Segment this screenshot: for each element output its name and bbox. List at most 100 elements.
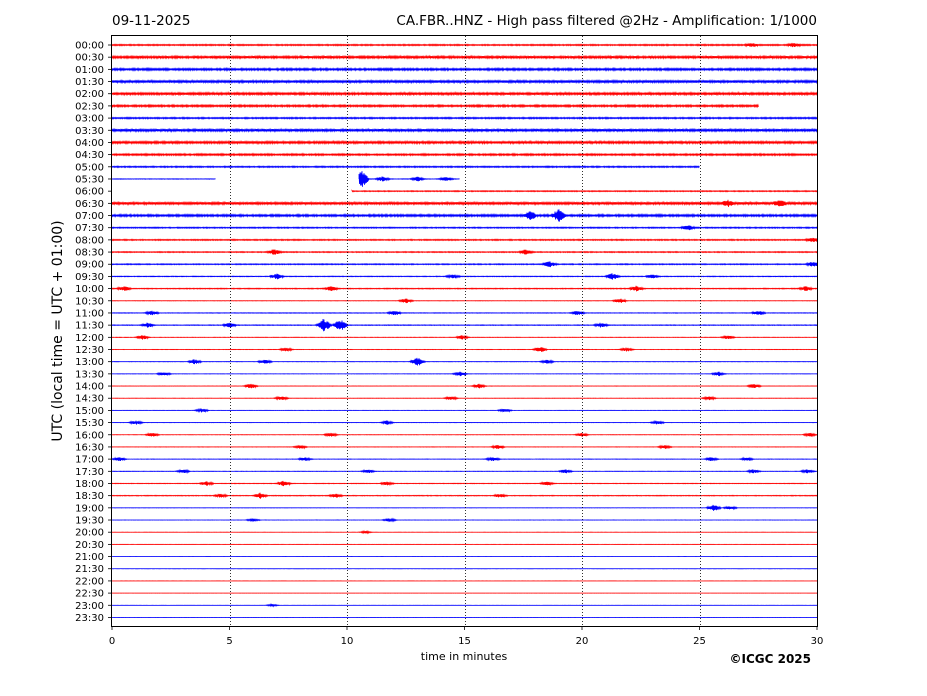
x-axis-label: time in minutes	[421, 650, 508, 663]
row-label: 12:00	[75, 333, 104, 344]
trace-row-0830	[111, 249, 818, 255]
trace-row-0500	[111, 165, 700, 169]
trace-row-2000	[111, 529, 818, 535]
row-label: 03:00	[75, 114, 104, 125]
trace-row-1800	[111, 480, 818, 487]
trace-row-0100	[111, 66, 818, 72]
row-label: 15:30	[75, 418, 104, 429]
plot-frame	[111, 35, 818, 627]
trace-row-1900	[111, 504, 818, 511]
row-label: 04:00	[75, 138, 104, 149]
row-label: 20:30	[75, 540, 104, 551]
row-label: 19:30	[75, 516, 104, 527]
row-label: 14:00	[75, 382, 104, 393]
trace-row-1600	[111, 432, 818, 438]
row-label: 18:30	[75, 491, 104, 502]
trace-row-0300	[111, 116, 818, 120]
trace-row-1230	[111, 347, 818, 352]
row-label: 11:30	[75, 321, 104, 332]
trace-row-0000	[111, 42, 818, 48]
trace-row-0800	[111, 237, 818, 243]
trace-row-1200	[111, 334, 818, 340]
row-label: 04:30	[75, 150, 104, 161]
row-label: 02:30	[75, 101, 104, 112]
trace-row-1300	[111, 357, 818, 366]
row-label: 10:00	[75, 284, 104, 295]
row-label: 17:00	[75, 455, 104, 466]
trace-row-1830	[111, 492, 818, 499]
trace-row-1000	[111, 285, 818, 292]
row-label: 13:30	[75, 369, 104, 380]
row-label: 06:30	[75, 199, 104, 210]
row-label: 00:00	[75, 41, 104, 52]
x-tick-label: 25	[693, 636, 706, 647]
row-label: 20:00	[75, 528, 104, 539]
row-label: 07:00	[75, 211, 104, 222]
row-label: 15:00	[75, 406, 104, 417]
row-label: 16:00	[75, 430, 104, 441]
trace-row-1130	[111, 319, 818, 332]
trace-row-2300	[111, 602, 818, 608]
vertical-gridlines	[230, 36, 701, 626]
trace-row-0930	[111, 273, 818, 280]
row-label: 22:00	[75, 576, 104, 587]
row-label: 16:30	[75, 442, 104, 453]
trace-row-1930	[111, 517, 818, 523]
x-tick-label: 10	[341, 636, 354, 647]
chart-title: CA.FBR..HNZ - High pass filtered @2Hz - …	[396, 13, 817, 29]
row-label: 08:30	[75, 248, 104, 259]
trace-row-0700	[111, 209, 818, 222]
row-label: 21:00	[75, 552, 104, 563]
x-tick-label: 15	[458, 636, 471, 647]
row-label: 06:00	[75, 187, 104, 198]
date-label: 09-11-2025	[112, 13, 190, 29]
trace-row-0900	[111, 261, 818, 268]
trace-row-0730	[111, 225, 818, 231]
trace-row-0030	[111, 54, 818, 60]
trace-row-1430	[111, 395, 818, 401]
trace-row-1730	[111, 468, 818, 474]
trace-row-1530	[111, 420, 818, 426]
row-label: 21:30	[75, 564, 104, 575]
x-axis: 0 5 10 15 20 25 30	[109, 626, 824, 647]
copyright-label: ©ICGC 2025	[729, 652, 811, 666]
row-label: 12:30	[75, 345, 104, 356]
x-tick-label: 20	[576, 636, 589, 647]
row-label: 14:30	[75, 394, 104, 405]
row-label: 05:00	[75, 162, 104, 173]
row-label: 23:00	[75, 601, 104, 612]
trace-row-0130	[111, 78, 818, 85]
trace-row-0530	[111, 171, 460, 187]
trace-row-0200	[111, 91, 818, 97]
row-label: 13:00	[75, 357, 104, 368]
trace-row-1700	[111, 456, 818, 462]
row-label: 08:00	[75, 235, 104, 246]
row-label: 22:30	[75, 589, 104, 600]
row-label: 09:00	[75, 260, 104, 271]
trace-row-0630	[111, 199, 818, 207]
row-label: 07:30	[75, 223, 104, 234]
trace-row-1400	[111, 383, 818, 389]
row-label: 00:30	[75, 53, 104, 64]
row-label: 03:30	[75, 126, 104, 137]
x-tick-label: 30	[811, 636, 824, 647]
trace-row-1030	[111, 298, 818, 304]
x-tick-label: 5	[226, 636, 232, 647]
trace-row-0330	[111, 127, 818, 133]
row-label: 01:00	[75, 65, 104, 76]
row-label: 19:00	[75, 503, 104, 514]
row-label: 05:30	[75, 174, 104, 185]
row-label: 17:30	[75, 467, 104, 478]
row-label: 02:00	[75, 89, 104, 100]
row-label: 01:30	[75, 77, 104, 88]
trace-row-0430	[111, 152, 818, 157]
trace-row-1630	[111, 444, 818, 450]
row-label: 18:00	[75, 479, 104, 490]
trace-row-0400	[111, 139, 818, 146]
trace-row-0230	[111, 103, 759, 109]
trace-row-1500	[111, 407, 818, 413]
row-label: 10:30	[75, 296, 104, 307]
row-label: 09:30	[75, 272, 104, 283]
